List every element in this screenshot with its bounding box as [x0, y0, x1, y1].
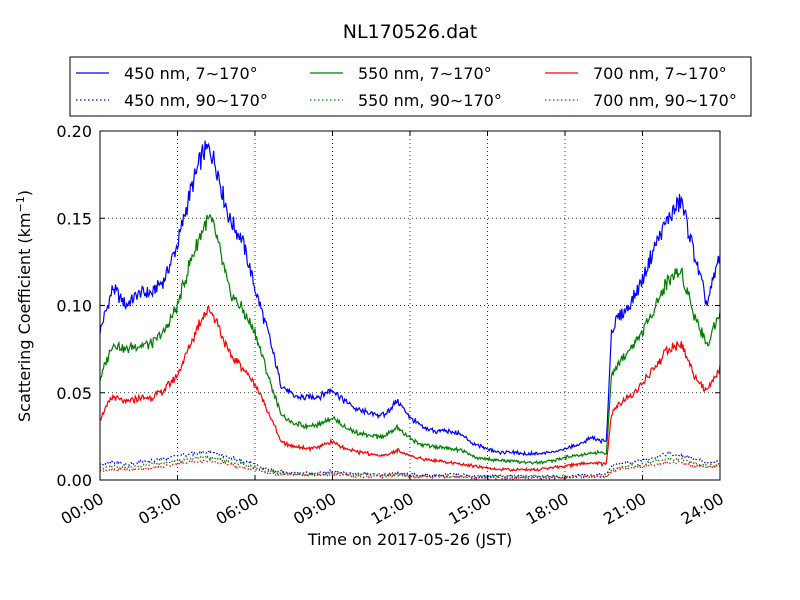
legend-label: 450 nm, 7∼170°: [124, 64, 258, 83]
series-line-1: [99, 140, 721, 457]
series-line-5: [99, 304, 721, 472]
plot-area: 00:00 03:00 06:00 09:00 12:00 15:00 18:00 21:00…: [56, 122, 727, 529]
legend: 450 nm, 7∼170° 450 nm, 90∼170° 550 nm, 7∼1…: [69, 56, 752, 117]
y-tick-label: 0.00: [56, 471, 92, 490]
legend-label: 550 nm, 7∼170°: [358, 64, 492, 83]
y-tick-label: 0.10: [56, 297, 92, 316]
legend-label: 700 nm, 7∼170°: [593, 64, 727, 83]
grid-lines: [100, 131, 720, 480]
x-axis-label: Time on 2017-05-26 (JST): [307, 530, 512, 549]
y-tick-label: 0.15: [56, 209, 92, 228]
y-axis-label: Scattering Coefficient (km−1): [14, 190, 34, 422]
series-line-2: [99, 449, 721, 480]
legend-label: 550 nm, 90∼170°: [358, 91, 502, 110]
y-tick-label: 0.05: [56, 384, 92, 403]
chart-title: NL170526.dat: [343, 21, 478, 43]
legend-box: [69, 56, 752, 117]
y-axis-label-close: ): [15, 190, 34, 196]
y-axis-label-main: Scattering Coefficient (km: [15, 212, 34, 422]
legend-label: 700 nm, 90∼170°: [593, 91, 737, 110]
series-line-3: [99, 213, 721, 465]
y-tick-label: 0.20: [56, 122, 92, 141]
y-axis-label-unit-exponent: −1: [14, 196, 27, 212]
legend-label: 450 nm, 90∼170°: [124, 91, 268, 110]
